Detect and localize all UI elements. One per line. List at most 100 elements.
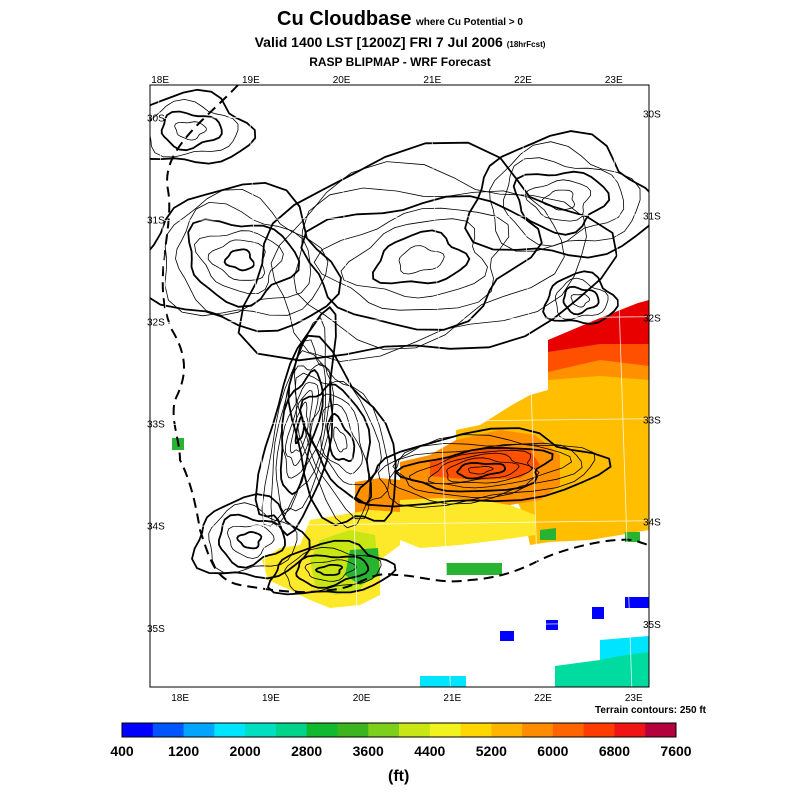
coordinate-labels: 18E 19E 20E 21E 22E 23E 18E 19E 20E 21E 22E 23E 30S 3… (147, 75, 661, 704)
contour-nieuwveld (542, 270, 619, 325)
colorbar-tick-label: 4400 (414, 743, 446, 759)
colorbar (121, 722, 677, 738)
contour-karoo-central (371, 229, 471, 285)
bottom-lon-label: 22E (534, 693, 552, 704)
title-note: where Cu Potential > 0 (415, 17, 523, 28)
right-lat-label: 31S (643, 212, 661, 223)
colorbar-swatch (614, 723, 646, 737)
contour-hex-river (299, 383, 373, 505)
colorbar-units: (ft) (388, 768, 410, 785)
right-lat-label: 35S (643, 620, 661, 631)
colorbar-tick-label: 6800 (598, 743, 631, 759)
chart-subtitle: RASP BLIPMAP - WRF Forecast (309, 55, 491, 69)
map-frame (149, 84, 650, 688)
contour-swartberg (354, 427, 612, 508)
contour-boland (191, 493, 311, 580)
contour-karoo-central (293, 187, 565, 350)
coastline (161, 84, 650, 594)
contour-boland (226, 524, 275, 559)
contour-hex-river (294, 350, 391, 529)
cloudbase-zone-green-south (446, 563, 502, 575)
contour-nieuwveld (562, 285, 600, 316)
contour-karoo-central (300, 195, 543, 331)
contour-boland (217, 513, 286, 569)
contour-karoo-north (512, 170, 611, 236)
left-lat-label: 31S (147, 216, 165, 227)
contour-cederberg (281, 382, 320, 479)
left-lat-label: 35S (147, 624, 165, 635)
cloudbase-cell-blue-1 (625, 597, 649, 608)
colorbar-swatch (306, 723, 338, 737)
contour-overberg (314, 564, 343, 576)
bottom-lon-label: 19E (262, 693, 280, 704)
contour-namaqua (150, 88, 257, 165)
cloudbase-cell-blue-2 (592, 607, 604, 619)
terrain-contours-note: Terrain contours: 250 ft (595, 705, 706, 716)
valid-time: Valid 1400 LST [1200Z] FRI 7 Jul 2006 (1… (0, 34, 800, 50)
contour-karoo-west (164, 188, 329, 317)
colorbar-frame (121, 722, 677, 738)
colorbar-tick-label: 1200 (167, 743, 200, 759)
contour-cederberg (261, 317, 335, 527)
contour-swartberg (456, 462, 507, 480)
contour-karoo-north (541, 189, 576, 211)
contour-swartberg (394, 446, 554, 493)
colorbar-swatch (368, 723, 400, 737)
contour-karoo-west (223, 248, 256, 272)
cloudbase-zone-orange-west (355, 478, 400, 520)
right-lat-label: 34S (643, 518, 661, 529)
top-lon-label: 19E (242, 75, 260, 86)
bottom-lon-label: 21E (443, 693, 461, 704)
colorbar-swatch (275, 723, 308, 737)
colorbar-tick-label: 2800 (291, 743, 323, 759)
title-main: Cu Cloudbase (277, 8, 412, 30)
contour-karoo-west (207, 239, 266, 281)
parallel-line (149, 622, 650, 630)
right-lat-label: 32S (643, 314, 661, 325)
cloudbase-cell-blue-4 (500, 631, 514, 641)
colorbar-swatch (583, 723, 615, 737)
parallel-line (149, 418, 650, 426)
colorbar-tick-label: 400 (110, 743, 134, 759)
top-lon-label: 22E (514, 75, 532, 86)
meridian-line (339, 84, 360, 688)
right-lat-label: 33S (643, 416, 661, 427)
contour-cederberg (279, 368, 324, 496)
meridian-line (520, 84, 542, 688)
contour-hex-river (333, 426, 348, 453)
left-lat-label: 32S (147, 318, 165, 329)
field-layer (172, 300, 649, 687)
contour-karoo-north (524, 179, 592, 222)
colorbar-swatch (645, 723, 677, 737)
contour-swartberg (467, 465, 494, 475)
contour-hex-river (326, 412, 356, 463)
colorbar-swatch (214, 723, 246, 737)
colorbar-tick-label: 3600 (352, 743, 384, 759)
colorbar-tick-label: 7600 (660, 743, 692, 759)
contour-swartberg (408, 449, 540, 489)
meridian-line (248, 84, 270, 688)
contour-overberg (304, 559, 357, 582)
contour-hex-river (287, 334, 397, 527)
contour-overberg (295, 554, 370, 589)
terrain-contours (150, 88, 649, 596)
valid-line: Valid 1400 LST [1200Z] FRI 7 Jul 2006 (254, 34, 503, 50)
contour-hex-river (320, 403, 364, 475)
colorbar-swatch (460, 723, 492, 737)
forecast-hour-note: (18hrFcst) (506, 40, 546, 49)
colorbar-tick-label: 2000 (229, 743, 261, 759)
colorbar-swatch (245, 723, 277, 737)
contour-overberg (266, 539, 397, 596)
meridian-line (611, 84, 633, 688)
bottom-lon-label: 20E (353, 693, 371, 704)
bottom-lon-label: 23E (625, 693, 643, 704)
contour-namaqua (160, 110, 223, 152)
top-lon-label: 23E (605, 75, 623, 86)
contour-namaqua (150, 98, 239, 158)
contour-nieuwveld (554, 277, 609, 320)
colorbar-swatch (429, 723, 462, 737)
colorbar-swatch (337, 723, 369, 737)
contour-karoo-west (187, 218, 301, 308)
contour-swartberg (428, 452, 533, 485)
